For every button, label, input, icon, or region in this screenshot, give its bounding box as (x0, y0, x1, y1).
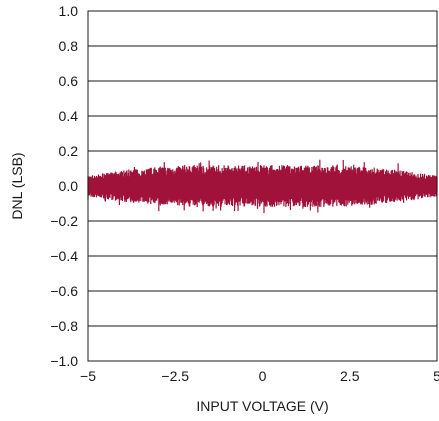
x-axis-title: INPUT VOLTAGE (V) (196, 398, 328, 414)
y-tick-label: 0.0 (59, 178, 79, 194)
y-tick-label: −0.8 (50, 318, 78, 334)
y-tick-label: 0.2 (59, 143, 79, 159)
y-tick-label: −0.4 (50, 248, 78, 264)
y-tick-labels: 1.0 0.8 0.6 0.4 0.2 0.0 −0.2 −0.4 −0.6 −0.8 −1.0 (50, 3, 78, 369)
x-tick-label: 0 (259, 368, 267, 384)
dnl-series-core (88, 174, 437, 198)
x-tick-label: 2.5 (340, 368, 360, 384)
plot-frame (87, 10, 438, 362)
y-tick-label: −0.6 (50, 283, 78, 299)
y-tick-label: 1.0 (59, 3, 79, 19)
y-axis-title: DNL (LSB) (9, 152, 25, 219)
y-tick-label: 0.4 (59, 108, 79, 124)
y-tick-label: −0.2 (50, 213, 78, 229)
dnl-series (87, 159, 438, 214)
x-tick-label: 5 (433, 368, 439, 384)
x-tick-labels: −5 −2.5 0 2.5 5 (80, 368, 439, 384)
x-tick-label: −2.5 (161, 368, 189, 384)
y-tick-label: 0.6 (59, 73, 79, 89)
y-tick-label: 0.8 (59, 38, 79, 54)
x-tick-label: −5 (80, 368, 96, 384)
y-tick-label: −1.0 (50, 353, 78, 369)
